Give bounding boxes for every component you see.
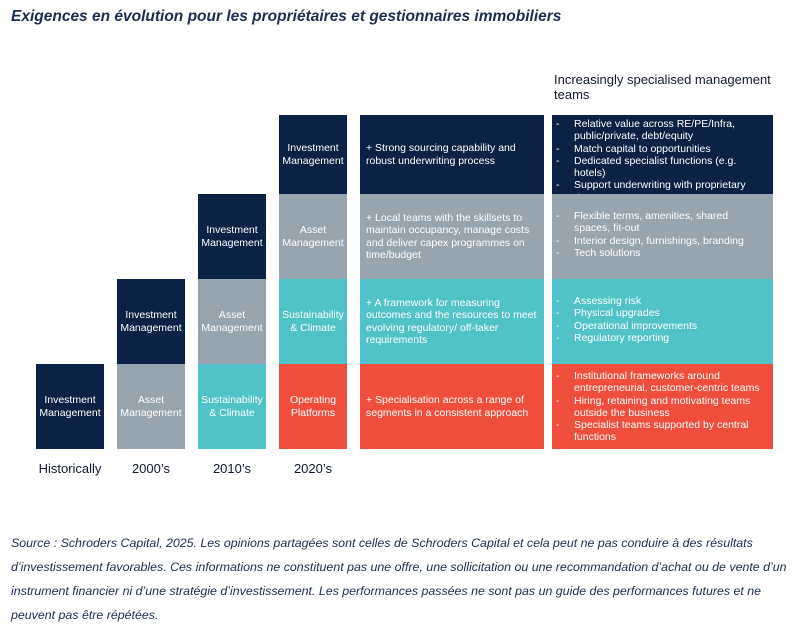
2020s-sustainability-climate: Sustainability & Climate (279, 279, 347, 364)
list-item: Institutional frameworks around entrepre… (556, 370, 767, 395)
teams-sustainability-climate: Assessing risk Physical upgrades Operati… (552, 279, 773, 364)
teams-operating-platforms: Institutional frameworks around entrepre… (552, 364, 773, 449)
era-label-historically: Historically (38, 461, 102, 476)
description-operating-platforms: + Specialisation across a range of segme… (360, 364, 544, 449)
page-title: Exigences en évolution pour les propriét… (11, 8, 562, 25)
list-item: Specialist teams supported by central fu… (556, 419, 767, 444)
list-item: Tech solutions (556, 247, 767, 260)
2000s-investment-management: Investment Management (117, 279, 185, 364)
list-item: Relative value across RE/PE/Infra, publi… (556, 118, 767, 143)
era-label-2000s: 2000’s (131, 461, 171, 476)
2020s-investment-management: Investment Management (279, 115, 347, 194)
list-item: Operational improvements (556, 320, 767, 333)
list-item: Match capital to opportunities (556, 143, 767, 156)
2010s-investment-management: Investment Management (198, 194, 266, 279)
teams-asset-management: Flexible terms, amenities, shared spaces… (552, 194, 773, 279)
teams-investment-management: Relative value across RE/PE/Infra, publi… (552, 115, 773, 204)
description-asset-management: + Local teams with the skillsets to main… (360, 194, 544, 279)
2020s-operating-platforms: Operating Platforms (279, 364, 347, 449)
list-item: Assessing risk (556, 295, 767, 308)
list-item: Physical upgrades (556, 307, 767, 320)
2000s-asset-management: Asset Management (117, 364, 185, 449)
era-label-2020s: 2020’s (293, 461, 333, 476)
2010s-asset-management: Asset Management (198, 279, 266, 364)
era-label-2010s: 2010’s (212, 461, 252, 476)
teams-heading: Increasingly specialised management team… (554, 72, 771, 102)
description-sustainability-climate: + A framework for measuring outcomes and… (360, 279, 544, 364)
source-note: Source : Schroders Capital, 2025. Les op… (11, 536, 787, 622)
list-item: Hiring, retaining and motivating teams o… (556, 395, 767, 420)
list-item: Dedicated specialist functions (e.g. hot… (556, 155, 767, 180)
list-item: Regulatory reporting (556, 332, 767, 345)
list-item: Flexible terms, amenities, shared spaces… (556, 210, 767, 235)
2020s-asset-management: Asset Management (279, 194, 347, 279)
list-item: Interior design, furnishings, branding (556, 235, 767, 248)
historically-investment-management: Investment Management (36, 364, 104, 449)
2010s-sustainability-climate: Sustainability & Climate (198, 364, 266, 449)
description-investment-management: + Strong sourcing capability and robust … (360, 115, 544, 194)
